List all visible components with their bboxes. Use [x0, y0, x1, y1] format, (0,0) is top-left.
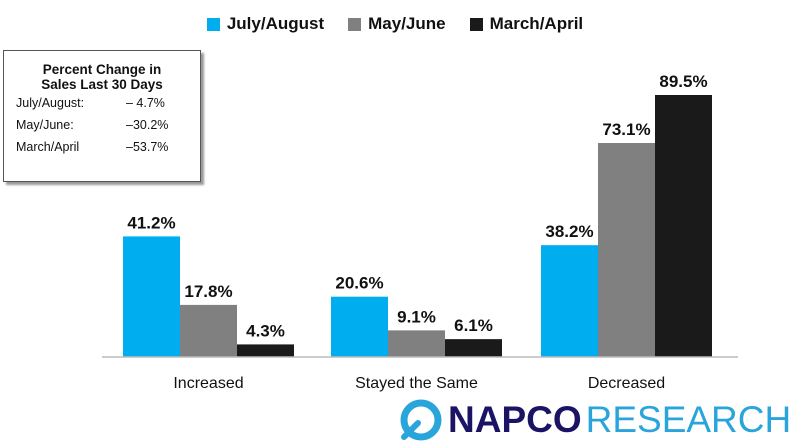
bar-increased-march-april [237, 344, 294, 357]
bar-decreased-july-august [541, 245, 598, 357]
inset-row-value: – 4.7% [126, 96, 165, 110]
legend-label: July/August [226, 14, 325, 33]
bar-decreased-may-june [598, 143, 655, 357]
legend-swatch-march-april [469, 17, 483, 31]
sales-change-inset-box: Percent Change in Sales Last 30 Days Jul… [3, 50, 201, 182]
data-label: 38.2% [545, 222, 593, 241]
data-label: 41.2% [127, 213, 175, 232]
data-label: 9.1% [397, 307, 436, 326]
inset-row: July/August: – 4.7% [4, 92, 200, 114]
legend-label: May/June [368, 14, 446, 33]
logo-research-text: RESEARCH [585, 399, 790, 440]
logo-napco-text: NAPCO [448, 399, 582, 440]
data-label: 4.3% [246, 321, 285, 340]
data-label: 6.1% [454, 316, 493, 335]
inset-row-value: –30.2% [126, 118, 169, 132]
legend-item-july-august: July/August [206, 14, 325, 34]
inset-title: Percent Change in Sales Last 30 Days [41, 62, 163, 92]
bar-decreased-march-april [655, 95, 712, 357]
category-label: Decreased [588, 375, 665, 392]
napco-research-logo: NAPCO RESEARCH [398, 394, 790, 446]
legend-label: March/April [489, 14, 584, 33]
bar-stayed-the-same-july-august [331, 296, 388, 357]
data-label: 89.5% [659, 72, 707, 91]
category-label: Increased [173, 375, 243, 392]
bar-increased-may-june [180, 304, 237, 357]
category-label: Stayed the Same [355, 375, 478, 392]
legend-item-march-april: March/April [469, 14, 584, 34]
legend-swatch-may-june [348, 17, 362, 31]
data-label: 20.6% [335, 274, 383, 293]
inset-row-label: July/August: [16, 96, 85, 110]
data-label: 17.8% [184, 282, 232, 301]
data-label: 73.1% [602, 120, 650, 139]
legend-swatch-july-august [206, 17, 220, 31]
inset-row-value: –53.7% [126, 140, 169, 154]
legend-item-may-june: May/June [348, 14, 446, 34]
inset-row: March/April –53.7% [4, 136, 200, 158]
bar-stayed-the-same-march-april [445, 339, 502, 357]
inset-row-label: March/April [16, 140, 80, 154]
inset-row-label: May/June: [16, 118, 74, 132]
bar-stayed-the-same-may-june [388, 330, 445, 357]
legend: July/August May/June March/April [0, 14, 790, 34]
bar-increased-july-august [123, 236, 180, 357]
napco-ring-icon [400, 399, 442, 441]
inset-row: May/June: –30.2% [4, 114, 200, 136]
